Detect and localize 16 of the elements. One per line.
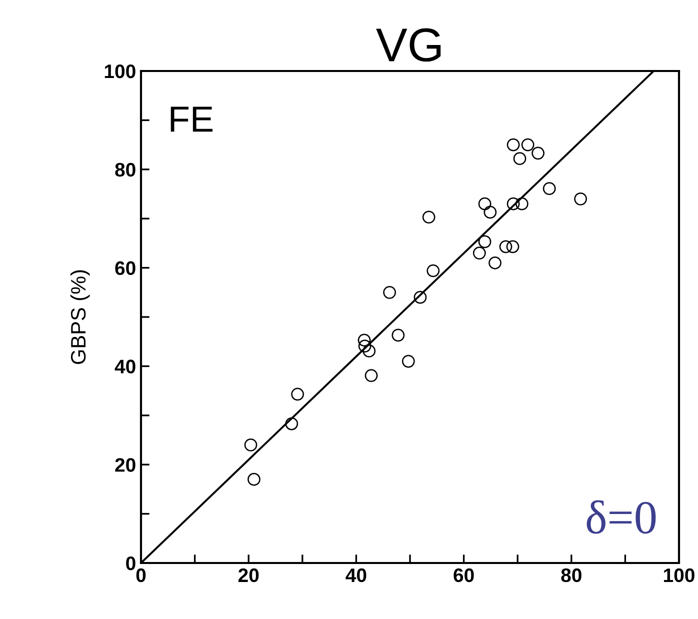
x-tick-label: 80: [561, 568, 582, 582]
y-axis-title: GBPS (%): [70, 270, 90, 364]
x-tick-label: 20: [238, 568, 259, 582]
y-tick-label: 60: [115, 261, 136, 276]
y-tick-label: 80: [115, 162, 136, 177]
x-tick-label: 0: [136, 568, 146, 582]
x-tick-label: 100: [664, 568, 694, 582]
annotation: δ=0: [586, 500, 656, 534]
annotation: FE: [170, 106, 212, 132]
x-tick-label: 40: [346, 568, 366, 582]
y-tick-label: 20: [115, 458, 136, 472]
y-tick-label: 100: [104, 64, 136, 78]
x-tick-label: 60: [454, 568, 474, 582]
chart-title: VG: [376, 28, 441, 62]
y-tick-label: 0: [126, 556, 136, 570]
y-tick-label: 40: [114, 360, 136, 374]
